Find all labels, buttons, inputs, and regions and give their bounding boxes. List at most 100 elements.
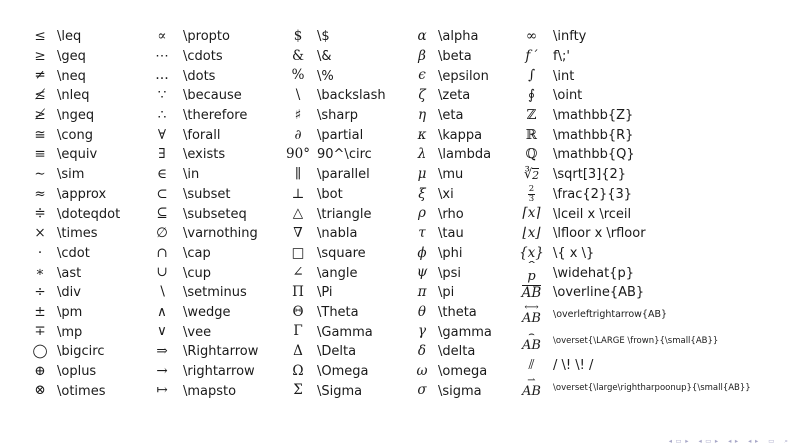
math-symbol: ∧ (157, 303, 167, 320)
math-symbol: ≠ (34, 67, 46, 84)
section-back-icon[interactable]: ◂ (728, 436, 732, 445)
appendix-icon[interactable]: ▭ (768, 436, 775, 445)
latex-command: \mathbb{Z} (553, 108, 634, 124)
math-symbol: ⋯ (155, 47, 169, 64)
math-symbol: ⊗ (34, 382, 46, 399)
symbol-row: γ \gamma (410, 322, 492, 342)
math-symbol: β (418, 47, 426, 64)
math-symbol: ∼ (34, 165, 46, 182)
math-symbol: ∂ (294, 126, 302, 143)
math-symbol: ℚ (525, 146, 538, 163)
symbol-column-5: ∞ \infty f ′ f\;' ∫ \int ∮ \oint ℤ \mathbb{Z} ℝ \ma… (513, 27, 751, 400)
math-symbol: … (155, 67, 169, 84)
math-symbol: ϵ (418, 67, 426, 84)
math-symbol: Ω (292, 362, 304, 379)
symbol-row: ⊆ \subseteq (145, 204, 258, 224)
latex-command: \{ x \} (553, 245, 595, 261)
latex-command: \in (183, 167, 200, 183)
latex-command: \bigcirc (57, 344, 105, 360)
symbol-row: δ \delta (410, 342, 492, 362)
latex-command: \propto (183, 29, 230, 45)
latex-command: \div (57, 285, 81, 301)
math-symbol: × (34, 224, 46, 241)
math-symbol: ⊥ (291, 185, 305, 202)
symbol-row: ℚ \mathbb{Q} (513, 145, 751, 165)
symbol-row: ⊕ \oplus (27, 362, 120, 382)
latex-command: \sqrt[3]{2} (553, 167, 627, 183)
symbol-row: α \alpha (410, 27, 492, 47)
symbol-row: ∼ \sim (27, 165, 120, 185)
symbol-row: ⇒ \Rightarrow (145, 342, 258, 362)
symbol-row: ∥ \parallel (283, 165, 386, 185)
latex-command: \epsilon (438, 68, 489, 84)
symbol-row: ↦ \mapsto (145, 381, 258, 401)
symbol-row: ÷ \div (27, 283, 120, 303)
search-icon[interactable]: ⌕ (784, 436, 788, 445)
math-symbol: ∠ (292, 264, 304, 281)
cube-root: ∛ 2 (524, 168, 540, 183)
decorated-base: AB (522, 383, 541, 399)
symbol-row: ≅ \cong (27, 125, 120, 145)
frame-forward-icon[interactable]: ▸ (714, 436, 719, 445)
latex-command: \int (553, 68, 575, 84)
symbol-row: θ \theta (410, 303, 492, 323)
radicand: 2 (532, 168, 540, 183)
symbol-row: ≡ \equiv (27, 145, 120, 165)
section-forward-icon[interactable]: ▸ (734, 436, 739, 445)
latex-command: \sharp (317, 108, 358, 124)
math-symbol: ∮ (527, 87, 536, 104)
symbol-row: Π \Pi (283, 283, 386, 303)
overline-decoration: AB (521, 285, 542, 302)
latex-command: \Pi (317, 285, 333, 301)
math-symbol: λ (417, 146, 427, 163)
symbol-row: Δ \Delta (283, 342, 386, 362)
latex-command: \varnothing (183, 226, 258, 242)
latex-command: \setminus (183, 285, 247, 301)
math-symbol: σ (417, 382, 427, 399)
latex-command: \bot (317, 186, 343, 202)
math-symbol: ⫽ (528, 356, 535, 373)
latex-command: \mapsto (183, 383, 237, 399)
latex-command: \cdots (183, 49, 223, 65)
symbol-row: % \% (283, 66, 386, 86)
math-symbol: ⇀ AB (513, 375, 550, 399)
math-symbol: % (291, 67, 305, 84)
latex-command: \delta (438, 344, 476, 360)
latex-command: \partial (317, 127, 364, 143)
math-symbol: ∛ 2 (513, 168, 550, 181)
subsection-forward-icon[interactable]: ▸ (754, 436, 759, 445)
symbol-row: ⋯ \cdots (145, 47, 258, 67)
arrow-lr-decoration: ⟷ AB (522, 302, 541, 326)
math-symbol: ⌊x⌋ (522, 224, 541, 241)
latex-command: \subseteq (183, 206, 247, 222)
symbol-row: $ \$ (283, 27, 386, 47)
slide-forward-icon[interactable]: ▸ (685, 436, 689, 445)
math-symbol: ∖ (157, 284, 167, 301)
latex-command: \overset{\LARGE \frown}{\small{AB}} (553, 336, 719, 347)
symbol-row: π \pi (410, 283, 492, 303)
symbol-row: △ \triangle (283, 204, 386, 224)
symbol-row: ∛ 2 \sqrt[3]{2} (513, 165, 751, 185)
math-symbol: ≅ (34, 126, 46, 143)
math-symbol: τ (418, 224, 426, 241)
slide-back-icon[interactable]: ◂ (668, 436, 673, 445)
arrow-lr-accent: ⟷ (524, 302, 539, 314)
math-symbol: δ (417, 343, 427, 360)
latex-command: \wedge (183, 304, 231, 320)
frame-back-icon[interactable]: ◂ (698, 436, 702, 445)
math-symbol: ∫ (527, 67, 536, 84)
subsection-back-icon[interactable]: ◂ (748, 436, 752, 445)
symbol-row: ∴ \therefore (145, 106, 258, 126)
symbol-row: σ \sigma (410, 381, 492, 401)
math-symbol: ≥ (34, 47, 46, 64)
math-symbol: ζ (418, 87, 426, 104)
frame-icon[interactable]: ▭ (705, 436, 712, 445)
latex-command: \nabla (317, 226, 358, 242)
symbol-row: ψ \psi (410, 263, 492, 283)
latex-command: \omega (438, 364, 488, 380)
slide-icon[interactable]: ▭ (675, 436, 682, 445)
symbol-row: ≈ \approx (27, 185, 120, 205)
symbol-row: ⊥ \bot (283, 185, 386, 205)
latex-command: \forall (183, 127, 221, 143)
